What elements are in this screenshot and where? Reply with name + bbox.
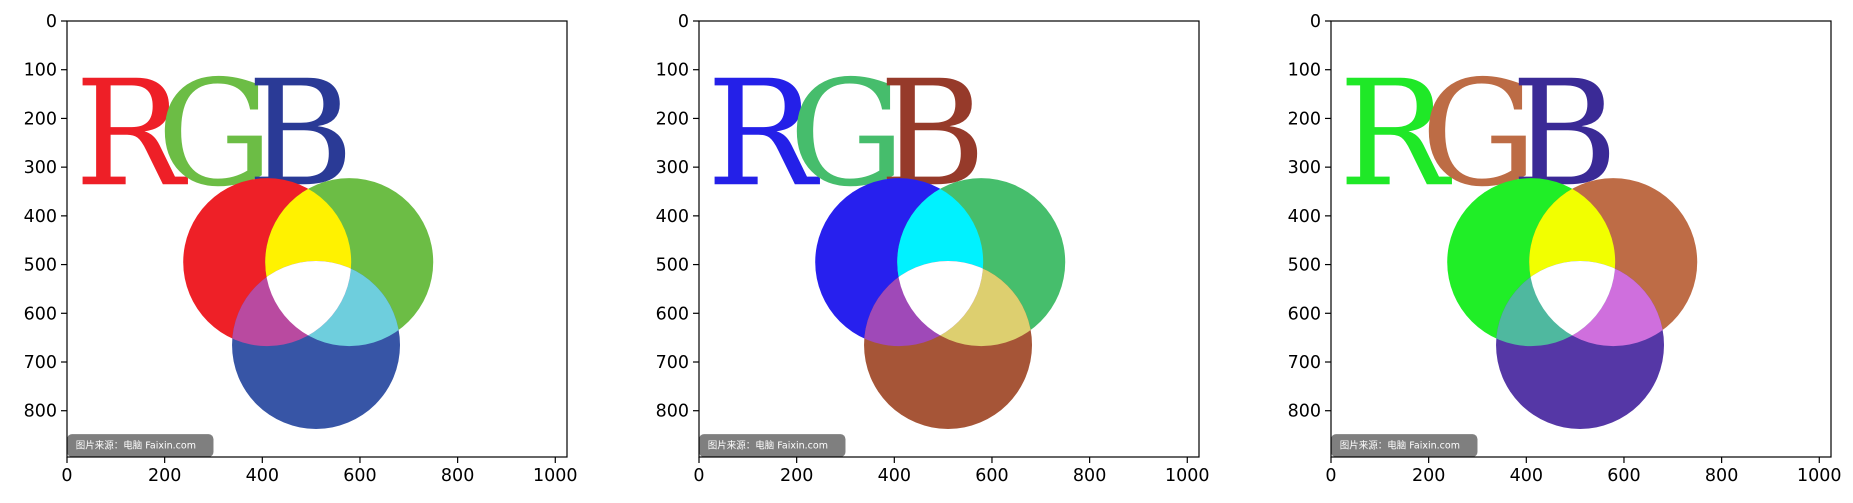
y-tick-label: 500	[656, 256, 689, 276]
x-tick-label: 800	[441, 466, 474, 486]
y-tick-label: 500	[24, 256, 57, 276]
y-tick-label: 700	[24, 353, 57, 373]
y-tick-label: 800	[1288, 402, 1321, 422]
y-tick-label: 0	[678, 12, 689, 32]
y-tick-label: 100	[656, 61, 689, 81]
y-tick-label: 0	[46, 12, 57, 32]
y-tick-label: 700	[656, 353, 689, 373]
y-tick-label: 300	[1288, 158, 1321, 178]
y-tick-label: 600	[656, 304, 689, 324]
y-axis: 0 100 200 300 400 500 600 700 800	[1288, 12, 1331, 422]
x-tick-label: 1000	[533, 466, 578, 486]
watermark: 图片来源：电脑 Faixin.com	[699, 434, 846, 457]
y-tick-label: 300	[24, 158, 57, 178]
y-tick-label: 0	[1310, 12, 1321, 32]
y-tick-label: 200	[24, 109, 57, 129]
y-tick-label: 700	[1288, 353, 1321, 373]
x-tick-label: 600	[1607, 466, 1640, 486]
y-tick-label: 300	[656, 158, 689, 178]
x-tick-label: 400	[1510, 466, 1543, 486]
y-tick-label: 400	[24, 207, 57, 227]
x-tick-label: 0	[61, 466, 72, 486]
x-tick-label: 200	[1412, 466, 1445, 486]
y-tick-label: 800	[656, 402, 689, 422]
watermark-text: 图片来源：电脑 Faixin.com	[708, 440, 828, 452]
x-tick-label: 0	[693, 466, 704, 486]
x-tick-label: 1000	[1165, 466, 1210, 486]
x-tick-label: 600	[343, 466, 376, 486]
letter-r: R	[1339, 49, 1453, 219]
y-tick-label: 100	[1288, 61, 1321, 81]
watermark-box	[699, 434, 846, 457]
letter-r: R	[75, 49, 189, 219]
y-tick-label: 100	[24, 61, 57, 81]
watermark-box	[67, 434, 214, 457]
x-tick-label: 800	[1705, 466, 1738, 486]
y-tick-label: 600	[1288, 304, 1321, 324]
x-tick-label: 1000	[1797, 466, 1842, 486]
y-tick-label: 200	[1288, 109, 1321, 129]
watermark-box	[1331, 434, 1478, 457]
watermark: 图片来源：电脑 Faixin.com	[67, 434, 214, 457]
x-tick-label: 600	[975, 466, 1008, 486]
x-tick-label: 400	[878, 466, 911, 486]
x-tick-label: 200	[148, 466, 181, 486]
x-tick-label: 800	[1073, 466, 1106, 486]
y-axis: 0 100 200 300 400 500 600 700 800	[24, 12, 67, 422]
y-tick-label: 600	[24, 304, 57, 324]
y-tick-label: 400	[656, 207, 689, 227]
axes-frame	[66, 20, 568, 458]
x-tick-label: 200	[780, 466, 813, 486]
y-tick-label: 400	[1288, 207, 1321, 227]
y-tick-label: 200	[656, 109, 689, 129]
axes-frame	[1330, 20, 1832, 458]
watermark-text: 图片来源：电脑 Faixin.com	[76, 440, 196, 452]
x-tick-label: 0	[1325, 466, 1336, 486]
x-axis: 0 200 400 600 800 1000	[61, 457, 578, 486]
x-axis: 0 200 400 600 800 1000	[693, 457, 1210, 486]
y-tick-label: 800	[24, 402, 57, 422]
axes-frame	[698, 20, 1200, 458]
watermark: 图片来源：电脑 Faixin.com	[1331, 434, 1478, 457]
x-tick-label: 400	[246, 466, 279, 486]
letter-r: R	[707, 49, 821, 219]
y-axis: 0 100 200 300 400 500 600 700 800	[656, 12, 699, 422]
x-axis: 0 200 400 600 800 1000	[1325, 457, 1842, 486]
watermark-text: 图片来源：电脑 Faixin.com	[1340, 440, 1460, 452]
y-tick-label: 500	[1288, 256, 1321, 276]
